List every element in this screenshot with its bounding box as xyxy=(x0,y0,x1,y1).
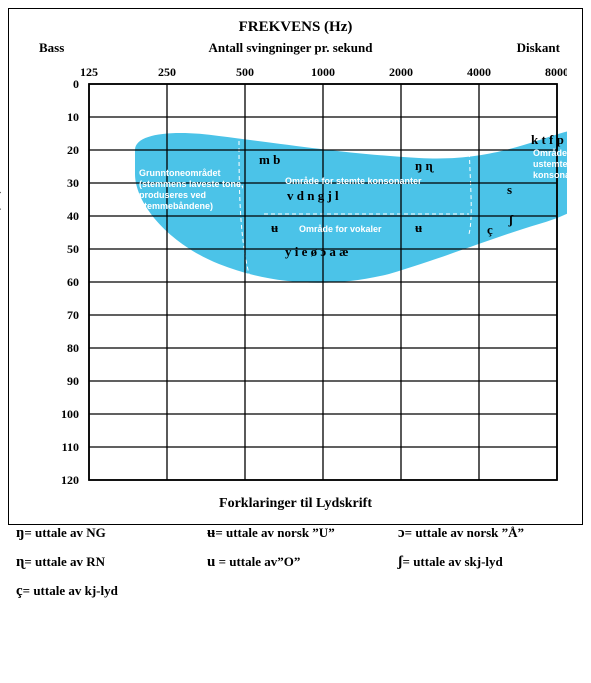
legend-item: ɳ= uttale av RN xyxy=(16,554,193,571)
y-tick: 70 xyxy=(67,308,79,322)
y-tick: 90 xyxy=(67,374,79,388)
top-axis-labels: Bass Antall svingninger pr. sekund Diska… xyxy=(39,40,560,56)
y-tick: 80 xyxy=(67,341,79,355)
y-tick: 50 xyxy=(67,242,79,256)
bass-label: Bass xyxy=(39,40,64,56)
legend-text: = uttale av RN xyxy=(24,554,105,569)
x-tick: 125 xyxy=(80,65,98,79)
x-tick: 250 xyxy=(158,65,176,79)
x-tick: 2000 xyxy=(389,65,413,79)
legend-text: = uttale av NG xyxy=(24,525,105,540)
region-label: ustemte xyxy=(533,159,567,169)
region-label: stemmebåndene) xyxy=(139,201,213,211)
x-tick: 8000 xyxy=(545,65,567,79)
phoneme-c: ç xyxy=(487,222,493,237)
legend-text: = uttale av norsk ”U” xyxy=(215,525,334,540)
x-tick: 4000 xyxy=(467,65,491,79)
legend-title: Forklaringer til Lydskrift xyxy=(21,496,570,512)
y-tick: 30 xyxy=(67,176,79,190)
chart-frame: FREKVENS (Hz) Bass Antall svingninger pr… xyxy=(8,8,583,525)
phoneme-ngrn: ŋ ɳ xyxy=(415,158,434,173)
region-label: produseres ved xyxy=(139,190,206,200)
phoneme-vow: y i e ø ɔ a æ xyxy=(285,244,349,259)
y-tick: 100 xyxy=(61,407,79,421)
legend-symbol: ɔ xyxy=(398,525,405,541)
chart-area: LYDSTYRKE målt i decibel (dB) 1252505001… xyxy=(43,60,570,490)
audiogram-svg: 125 250 500 1000 2000 4000 8000 0 10 20 30 40 50 60 70… xyxy=(43,60,567,490)
phoneme-vdng: v d n g j l xyxy=(287,188,339,203)
legend-item: ŋ= uttale av NG xyxy=(16,525,193,542)
y-tick: 40 xyxy=(67,209,79,223)
legend-item: u = uttale av”O” xyxy=(207,554,384,571)
y-tick: 10 xyxy=(67,110,79,124)
legend-text: = uttale av kj-lyd xyxy=(23,583,118,598)
y-axis-title: LYDSTYRKE målt i decibel (dB) xyxy=(0,190,3,361)
phoneme-s: s xyxy=(507,182,512,197)
legend-grid: ŋ= uttale av NGʉ= uttale av norsk ”U”ɔ= … xyxy=(8,525,583,606)
phoneme-ktfp: k t f p xyxy=(531,132,564,147)
y-tick: 0 xyxy=(73,77,79,91)
y-tick: 20 xyxy=(67,143,79,157)
region-label: Område for vokaler xyxy=(299,224,382,234)
subtitle: Antall svingninger pr. sekund xyxy=(208,40,372,56)
region-label: (stemmens laveste tone, xyxy=(139,179,244,189)
region-label: Område for stemte konsonanter xyxy=(285,176,422,186)
legend-item: ʃ= uttale av skj-lyd xyxy=(398,554,575,571)
diskant-label: Diskant xyxy=(517,40,560,56)
y-tick: 60 xyxy=(67,275,79,289)
phoneme-mb: m b xyxy=(259,152,280,167)
x-tick: 1000 xyxy=(311,65,335,79)
chart-title: FREKVENS (Hz) xyxy=(21,19,570,36)
legend-text: = uttale av norsk ”Å” xyxy=(405,525,524,540)
legend-item: ç= uttale av kj-lyd xyxy=(16,583,193,600)
phoneme-u1: ʉ xyxy=(271,220,278,235)
legend-symbol: ç xyxy=(16,583,23,599)
legend-item: ɔ= uttale av norsk ”Å” xyxy=(398,525,575,542)
phoneme-u2: ʉ xyxy=(415,220,422,235)
y-tick: 120 xyxy=(61,473,79,487)
legend-item: ʉ= uttale av norsk ”U” xyxy=(207,525,384,542)
region-label: Område for xyxy=(533,148,567,158)
y-tick: 110 xyxy=(62,440,79,454)
region-label: Grunntoneområdet xyxy=(139,168,221,178)
legend-text: = uttale av”O” xyxy=(215,554,300,569)
region-label: konsonanter xyxy=(533,170,567,180)
x-tick: 500 xyxy=(236,65,254,79)
legend-text: = uttale av skj-lyd xyxy=(403,554,503,569)
